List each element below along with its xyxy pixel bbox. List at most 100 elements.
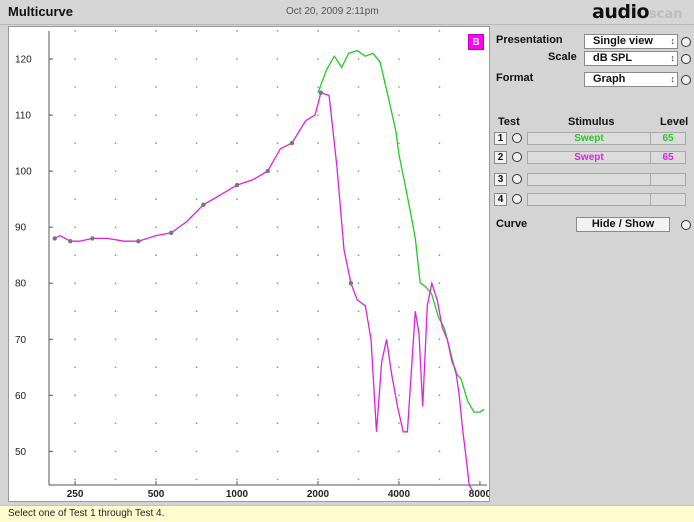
grid-dot (74, 142, 76, 144)
grid-dot (114, 338, 117, 341)
grid-dot (398, 198, 400, 201)
test-2-button[interactable]: 2 (494, 151, 507, 164)
test-3-radio[interactable] (512, 174, 522, 184)
grid-dot (114, 310, 117, 313)
grid-dot (236, 254, 238, 257)
grid-dot (74, 394, 76, 397)
grid-dot (195, 58, 198, 60)
grid-dot (114, 58, 117, 60)
grid-dot (276, 30, 279, 32)
grid-dot (155, 30, 157, 32)
grid-dot (317, 282, 319, 285)
grid-dot (317, 30, 319, 32)
grid-dot (195, 478, 198, 481)
sample-marker (318, 90, 324, 95)
grid-dot (357, 58, 360, 60)
sample-marker (289, 140, 295, 146)
y-tick-label: 70 (15, 335, 27, 346)
test-1-stimulus[interactable]: Swept (527, 132, 651, 145)
test-3-button[interactable]: 3 (494, 173, 507, 186)
test-1-level: 65 (651, 132, 686, 145)
session-datetime: Oct 20, 2009 2:11pm (286, 6, 379, 17)
grid-dot (276, 170, 279, 173)
grid-dot (438, 366, 441, 369)
test-4-button[interactable]: 4 (494, 193, 507, 206)
grid-dot (114, 114, 117, 116)
hide-show-button[interactable]: Hide / Show (576, 217, 670, 232)
grid-dot (74, 198, 76, 201)
grid-dot (398, 142, 400, 144)
grid-dot (155, 86, 157, 88)
series-1-line (317, 49, 485, 413)
grid-dot (276, 142, 279, 144)
grid-dot (276, 366, 279, 369)
grid-dot (357, 478, 360, 481)
grid-dot (317, 198, 319, 201)
grid-dot (276, 422, 279, 425)
curve-radio[interactable] (681, 220, 691, 230)
presentation-select[interactable]: Single view ↕ (584, 34, 678, 49)
grid-dot (317, 450, 319, 453)
grid-dot (276, 114, 279, 116)
test-2-radio[interactable] (512, 152, 522, 162)
scale-label: Scale (548, 51, 577, 63)
test-1-radio[interactable] (512, 133, 522, 143)
grid-dot (438, 86, 441, 88)
grid-dot (114, 142, 117, 144)
grid-dot (438, 394, 441, 397)
grid-dot (195, 394, 198, 397)
grid-dot (114, 282, 117, 285)
grid-dot (236, 450, 238, 453)
grid-dot (74, 310, 76, 313)
grid-dot (74, 86, 76, 88)
test-3-stimulus[interactable] (527, 173, 651, 186)
grid-dot (398, 30, 400, 32)
scale-radio[interactable] (681, 54, 691, 64)
test-1-button[interactable]: 1 (494, 132, 507, 145)
grid-dot (317, 394, 319, 397)
presentation-radio[interactable] (681, 37, 691, 47)
y-tick-label: 80 (15, 279, 27, 290)
test-2-level: 65 (651, 151, 686, 164)
sample-marker (201, 202, 206, 207)
grid-dot (276, 58, 279, 60)
grid-dot (195, 310, 198, 313)
grid-dot (357, 30, 360, 32)
grid-dot (155, 478, 157, 481)
grid-dot (114, 450, 117, 453)
format-select[interactable]: Graph ↕ (584, 72, 678, 87)
window-title: Multicurve (8, 4, 74, 19)
format-radio[interactable] (681, 75, 691, 85)
x-tick-label: 500 (148, 489, 165, 500)
grid-dot (438, 450, 441, 453)
y-tick-label: 120 (15, 55, 32, 66)
grid-dot (357, 338, 360, 341)
grid-dot (114, 226, 117, 229)
curve-label: Curve (496, 218, 528, 230)
test-4-stimulus[interactable] (527, 193, 651, 206)
grid-dot (398, 114, 400, 116)
view-badge[interactable]: B (468, 34, 484, 50)
grid-dot (317, 86, 319, 88)
grid-dot (236, 142, 238, 144)
grid-dot (398, 86, 400, 88)
grid-dot (276, 478, 279, 481)
grid-dot (74, 450, 76, 453)
grid-dot (438, 282, 441, 285)
grid-dot (155, 198, 157, 201)
grid-dot (276, 450, 279, 453)
grid-dot (236, 394, 238, 397)
grid-dot (276, 394, 279, 397)
grid-dot (236, 422, 238, 425)
grid-dot (195, 282, 198, 285)
test-2-stimulus[interactable]: Swept (527, 151, 651, 164)
grid-dot (438, 30, 441, 32)
grid-dot (114, 30, 117, 32)
grid-dot (398, 226, 400, 229)
x-tick-label: 1000 (226, 489, 249, 500)
grid-dot (74, 478, 76, 481)
grid-dot (74, 422, 76, 425)
grid-dot (236, 30, 238, 32)
scale-select[interactable]: dB SPL ↕ (584, 51, 678, 66)
test-4-radio[interactable] (512, 194, 522, 204)
